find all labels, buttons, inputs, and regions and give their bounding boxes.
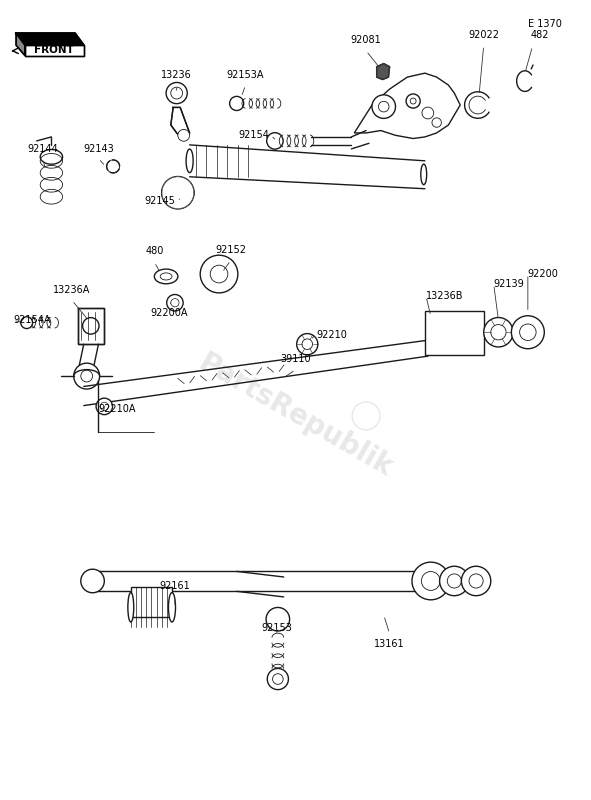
Circle shape	[462, 566, 491, 596]
Polygon shape	[16, 34, 25, 56]
Text: 13161: 13161	[374, 639, 405, 649]
Circle shape	[421, 571, 440, 590]
Circle shape	[406, 94, 420, 108]
Circle shape	[267, 669, 288, 690]
Bar	[425, 310, 483, 355]
Circle shape	[432, 118, 441, 127]
Circle shape	[100, 402, 108, 410]
Circle shape	[171, 87, 183, 99]
Circle shape	[267, 133, 283, 149]
Circle shape	[412, 562, 450, 600]
Circle shape	[440, 566, 469, 596]
Circle shape	[422, 107, 434, 119]
Text: 482: 482	[531, 30, 549, 40]
Polygon shape	[16, 34, 84, 46]
Circle shape	[297, 334, 318, 354]
Text: 92200A: 92200A	[150, 308, 188, 318]
Ellipse shape	[421, 164, 427, 185]
Text: 13236: 13236	[161, 70, 192, 79]
Circle shape	[167, 294, 183, 311]
Circle shape	[178, 130, 190, 142]
Circle shape	[21, 317, 33, 329]
Text: PartsRepublik: PartsRepublik	[194, 349, 397, 483]
Ellipse shape	[154, 269, 178, 284]
Bar	[131, 587, 172, 617]
Text: 92139: 92139	[493, 279, 524, 290]
Ellipse shape	[160, 273, 172, 280]
Circle shape	[162, 177, 194, 209]
Text: 39110: 39110	[280, 354, 311, 364]
Ellipse shape	[186, 149, 193, 173]
Circle shape	[491, 325, 506, 340]
Circle shape	[96, 398, 112, 414]
Circle shape	[83, 318, 99, 334]
Circle shape	[266, 607, 290, 631]
Text: 92200: 92200	[528, 269, 558, 279]
Circle shape	[161, 176, 194, 210]
Circle shape	[230, 96, 243, 110]
Circle shape	[210, 266, 228, 283]
Text: E 1370: E 1370	[528, 19, 562, 29]
Text: 92210: 92210	[316, 330, 347, 340]
Circle shape	[469, 574, 483, 588]
Polygon shape	[355, 73, 460, 138]
Text: 13236A: 13236A	[53, 285, 90, 294]
Text: 480: 480	[145, 246, 164, 257]
Circle shape	[166, 82, 187, 104]
Text: 92152: 92152	[215, 245, 246, 255]
Ellipse shape	[168, 593, 176, 622]
Polygon shape	[78, 308, 105, 344]
Circle shape	[352, 402, 380, 430]
Circle shape	[272, 674, 283, 684]
Circle shape	[378, 102, 389, 112]
Circle shape	[447, 574, 462, 588]
Polygon shape	[25, 46, 84, 56]
Polygon shape	[376, 63, 389, 79]
Text: 92081: 92081	[350, 35, 381, 46]
Circle shape	[74, 363, 100, 389]
Text: 92145: 92145	[144, 196, 175, 206]
Circle shape	[483, 318, 513, 347]
Text: 13236B: 13236B	[426, 291, 463, 302]
Text: 92153A: 92153A	[227, 70, 264, 79]
Circle shape	[81, 370, 93, 382]
Text: 92144: 92144	[27, 145, 58, 154]
Circle shape	[171, 298, 179, 307]
Circle shape	[372, 95, 395, 118]
Text: 92161: 92161	[160, 582, 190, 591]
Circle shape	[410, 98, 416, 104]
Circle shape	[302, 339, 313, 350]
Text: 92143: 92143	[83, 145, 114, 154]
Circle shape	[200, 255, 238, 293]
Polygon shape	[171, 107, 190, 139]
Text: 92153: 92153	[261, 623, 292, 634]
Text: 92154A: 92154A	[13, 315, 51, 326]
Text: 92210A: 92210A	[99, 404, 136, 414]
Text: 92022: 92022	[468, 30, 499, 40]
Text: 92154: 92154	[238, 130, 269, 140]
Text: FRONT: FRONT	[34, 46, 74, 55]
Circle shape	[511, 316, 544, 349]
Circle shape	[519, 324, 536, 341]
Circle shape	[81, 569, 105, 593]
Ellipse shape	[128, 593, 134, 622]
